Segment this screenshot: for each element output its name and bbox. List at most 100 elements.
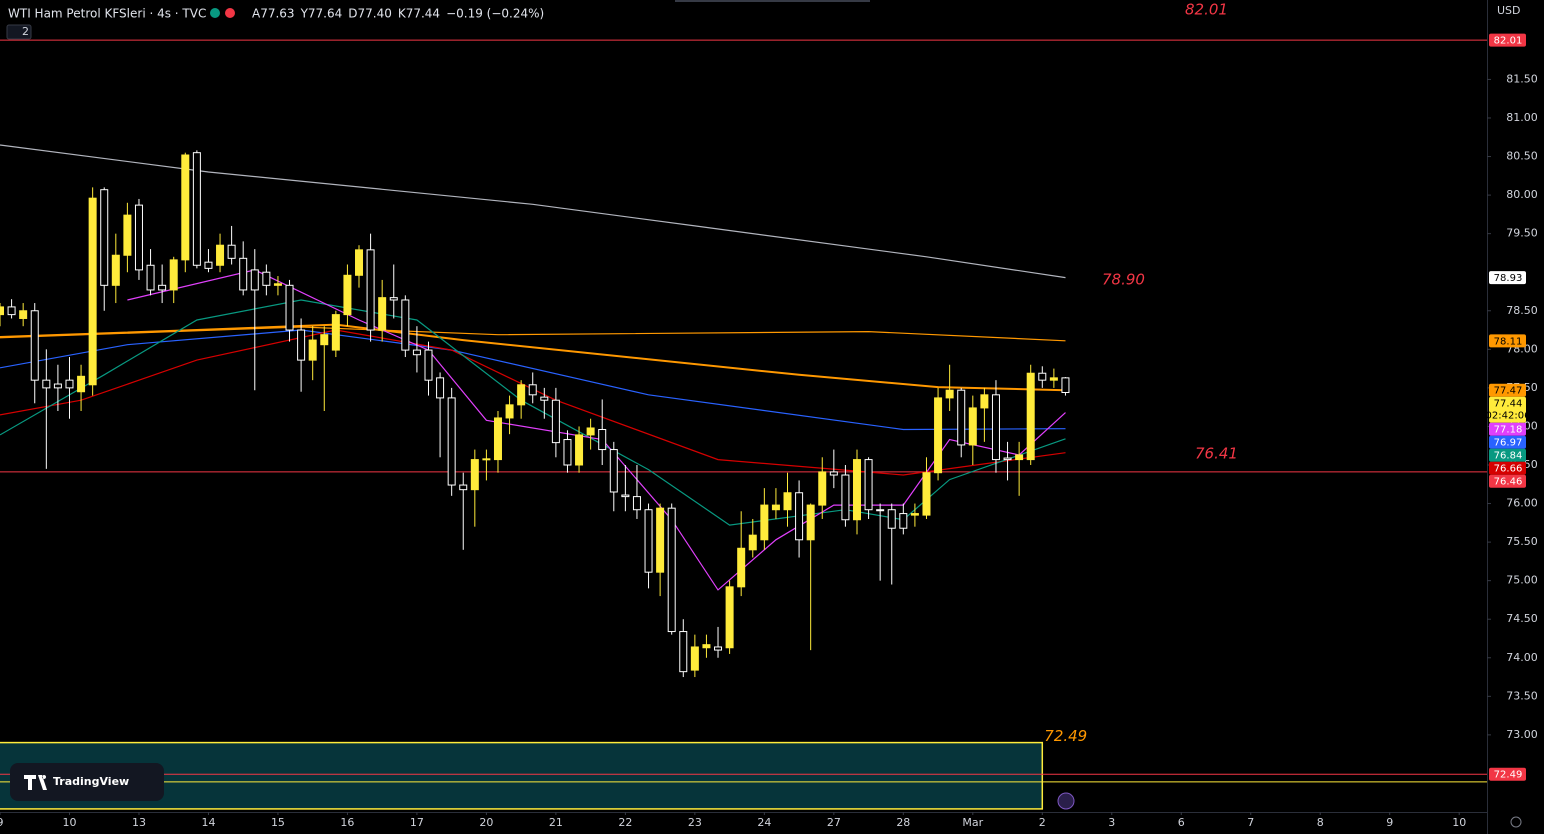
candle-body bbox=[563, 439, 572, 466]
y-tick-label: 80.50 bbox=[1506, 150, 1538, 163]
candle-body bbox=[1038, 372, 1047, 381]
candle-body bbox=[470, 459, 479, 491]
candle-body bbox=[459, 484, 468, 491]
candle-body bbox=[517, 384, 526, 406]
x-tick-label: 27 bbox=[827, 816, 841, 829]
x-tick-label: 9 bbox=[0, 816, 4, 829]
candle-body bbox=[0, 306, 4, 316]
header-value: Y77.64 bbox=[300, 7, 343, 21]
level-label: 82.01 bbox=[1185, 1, 1228, 19]
candle-body bbox=[621, 494, 630, 498]
status-icon[interactable] bbox=[210, 8, 220, 18]
candle-body bbox=[134, 204, 143, 271]
candle-body bbox=[575, 434, 584, 466]
price-tag bbox=[1489, 435, 1526, 449]
price-tag bbox=[1489, 271, 1526, 285]
price-tag bbox=[1489, 334, 1526, 348]
y-tick-label: 76.00 bbox=[1506, 497, 1538, 510]
candle-body bbox=[934, 397, 943, 474]
header-value: K77.44 bbox=[398, 7, 440, 21]
candle-body bbox=[540, 396, 549, 401]
price-tag-label: 72.49 bbox=[1494, 770, 1523, 781]
candle-body bbox=[714, 646, 723, 651]
y-tick-label: 81.50 bbox=[1506, 72, 1538, 85]
x-tick-label: 13 bbox=[132, 816, 146, 829]
header-value: A77.63 bbox=[252, 7, 295, 21]
price-tag-label: 82.01 bbox=[1494, 36, 1523, 47]
candle-body bbox=[1049, 377, 1058, 381]
candle-body bbox=[667, 507, 676, 633]
plot: 72.49 82.01 78.90 76.41 bbox=[0, 1, 1487, 810]
candle-body bbox=[88, 197, 97, 386]
y-tick-label: 80.00 bbox=[1506, 188, 1538, 201]
candle-body bbox=[424, 349, 433, 381]
price-tag bbox=[1489, 767, 1526, 781]
currency[interactable]: USD bbox=[1497, 4, 1521, 17]
settings-icon[interactable] bbox=[1510, 816, 1522, 828]
candle-body bbox=[482, 458, 491, 461]
x-tick-label: 9 bbox=[1386, 816, 1393, 829]
alert-icon[interactable] bbox=[1057, 792, 1075, 810]
candle-body bbox=[632, 496, 641, 511]
logo-box[interactable] bbox=[10, 763, 164, 801]
y-tick-label: 75.00 bbox=[1506, 574, 1538, 587]
candle-body bbox=[204, 261, 213, 269]
y-tick-label: 73.00 bbox=[1506, 728, 1538, 741]
x-tick-label: 10 bbox=[1452, 816, 1466, 829]
candle-body bbox=[181, 154, 190, 261]
candle-body bbox=[841, 474, 850, 521]
candle-body bbox=[702, 644, 711, 649]
candle-body bbox=[760, 504, 769, 541]
candle-body bbox=[77, 375, 86, 393]
pane-badge[interactable] bbox=[6, 24, 32, 40]
candle-body bbox=[239, 257, 248, 291]
x-tick-label: 8 bbox=[1317, 816, 1324, 829]
price-tag-label: 77.44 bbox=[1494, 399, 1523, 410]
status-icon[interactable] bbox=[225, 8, 235, 18]
candle-body bbox=[65, 379, 74, 389]
candle-body bbox=[551, 399, 560, 444]
y-tick-label: 78.50 bbox=[1506, 304, 1538, 317]
price-tag bbox=[1489, 396, 1526, 423]
candle-body bbox=[818, 471, 827, 506]
price-tag-label: 76.97 bbox=[1494, 438, 1523, 449]
x-tick-label: 6 bbox=[1178, 816, 1185, 829]
x-tick-label: 10 bbox=[62, 816, 76, 829]
candle-body bbox=[262, 271, 271, 286]
candle-body bbox=[100, 189, 109, 286]
y-tick-label: 75.50 bbox=[1506, 535, 1538, 548]
x-tick-label: 23 bbox=[688, 816, 702, 829]
header-values: A77.63 Y77.64 D77.40 K77.44 −0.19 (−0.24%) bbox=[252, 7, 544, 21]
header-value: −0.19 (−0.24%) bbox=[446, 7, 544, 21]
y-tick-label: 79.50 bbox=[1506, 227, 1538, 240]
candle-body bbox=[192, 152, 201, 266]
candle-body bbox=[285, 284, 294, 331]
x-tick-label: 28 bbox=[896, 816, 910, 829]
price-tag-label: 77.47 bbox=[1494, 386, 1523, 397]
x-tick-label: 16 bbox=[340, 816, 354, 829]
candle-body bbox=[320, 334, 329, 346]
candle-body bbox=[216, 244, 225, 266]
candle-body bbox=[922, 472, 931, 516]
y-tick-label: 74.00 bbox=[1506, 651, 1538, 664]
price-tag-label: 76.84 bbox=[1494, 451, 1523, 462]
candle-body bbox=[644, 509, 653, 573]
x-tick-label: 14 bbox=[201, 816, 215, 829]
level-label: 76.41 bbox=[1195, 444, 1238, 462]
candle-body bbox=[378, 297, 387, 331]
y-tick-label: 73.50 bbox=[1506, 689, 1538, 702]
candle-body bbox=[169, 259, 178, 291]
candle-body bbox=[598, 429, 607, 451]
price-tag bbox=[1489, 383, 1526, 397]
candle-body bbox=[690, 646, 699, 671]
candle-body bbox=[968, 407, 977, 446]
candle-body bbox=[343, 274, 352, 316]
price-tag bbox=[1489, 448, 1526, 462]
logo-icon bbox=[24, 775, 47, 790]
symbol-title: WTI Ham Petrol KFSleri · 4s · TVC bbox=[8, 7, 206, 21]
zone-label: 72.49 bbox=[1044, 727, 1087, 745]
candle-body bbox=[331, 314, 340, 351]
candle-body bbox=[1015, 454, 1024, 461]
candle-body bbox=[53, 383, 62, 389]
